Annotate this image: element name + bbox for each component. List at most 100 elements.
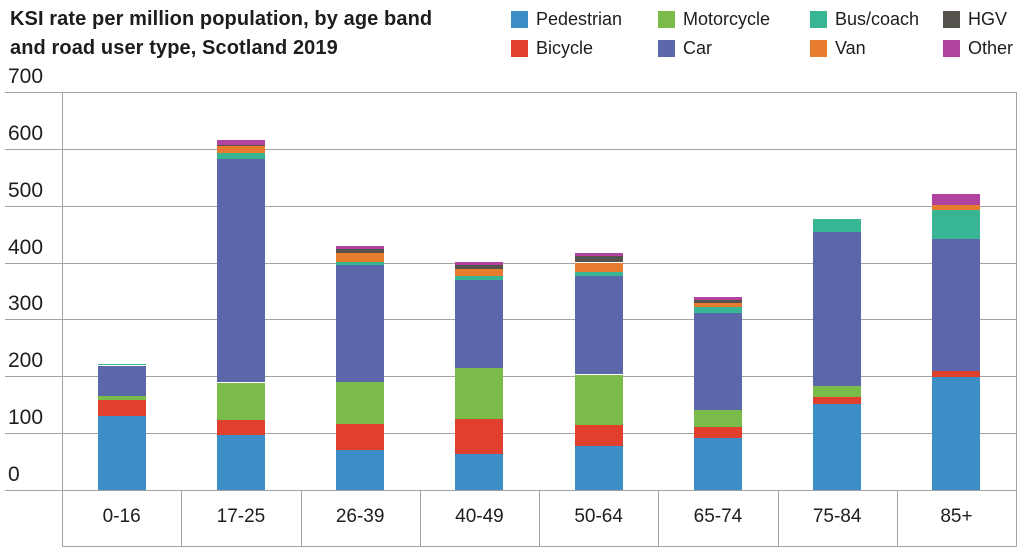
gridline-700 [5,92,1017,93]
bar-segment-motorcycle-65-74 [693,410,742,427]
gridline-0 [5,490,1017,491]
bar-segment-pedestrian-26-39 [336,449,385,490]
category-separator [300,490,302,546]
bar-segment-bicycle-85+ [932,371,981,377]
y-axis-tick-label: 400 [8,235,44,259]
category-separator [539,490,540,546]
bar-segment-car-17-25 [216,159,265,383]
bar-segment-other-17-25 [216,139,265,145]
legend-label: HGV [968,9,1008,29]
bar-segment-other-50-64 [574,252,623,256]
legend-label: Pedestrian [536,9,623,29]
chart-title-line-1: KSI rate per million population, by age … [10,8,433,30]
bar-segment-car-40-49 [455,280,504,368]
legend: Pedestrian Motorcycle Bus/coach HGV Bicycle C… [511,9,1013,59]
legend-swatch-bus-coach [810,11,827,28]
legend-item-hgv: HGV [943,9,1013,30]
chart-title-line-2: and road user type, Scotland 2019 [10,37,338,59]
bar-segment-pedestrian-0-16 [97,416,146,490]
x-axis-category-label: 50-64 [574,506,623,527]
bar-segment-motorcycle-0-16 [97,395,146,400]
x-axis-category-label: 17-25 [216,506,266,527]
bar-segment-other-26-39 [336,246,385,249]
bar-segment-hgv-17-25 [216,144,265,146]
bar-segment-other-40-49 [455,262,504,266]
bar-segment-hgv-65-74 [693,300,742,303]
x-axis-bottom-border [62,546,1017,547]
legend-item-bus-coach: Bus/coach [810,9,943,30]
gridline-400 [5,262,1017,264]
y-axis-tick-label: 300 [8,292,44,316]
bar-segment-pedestrian-85+ [932,376,981,490]
y-axis-tick-label: 100 [8,406,44,430]
legend-label: Bicycle [536,38,594,58]
legend-label: Car [683,38,713,58]
bar-segment-other-85+ [932,194,981,206]
y-axis-tick-label: 0 [8,463,20,486]
legend-item-bicycle: Bicycle [511,38,658,59]
bar-segment-bus-coach-17-25 [216,152,265,160]
y-axis-line [62,92,63,546]
bar-segment-bus-coach-26-39 [336,262,385,265]
bar-segment-hgv-40-49 [455,265,504,270]
legend-label: Bus/coach [835,9,920,29]
bar-segment-pedestrian-65-74 [693,437,742,490]
legend-swatch-pedestrian [511,11,528,28]
y-axis-tick-label: 700 [8,65,44,88]
bar-segment-van-85+ [932,205,981,211]
legend-swatch-other [943,40,960,57]
bar-segment-van-50-64 [574,262,623,272]
bar-segment-car-50-64 [574,275,623,375]
bar-segment-pedestrian-50-64 [574,446,623,490]
y-axis-tick-label: 500 [8,178,44,202]
legend-item-other: Other [943,38,1013,59]
legend-item-pedestrian: Pedestrian [511,9,658,30]
bar-segment-motorcycle-26-39 [336,382,385,425]
bar-segment-motorcycle-17-25 [216,382,265,420]
bar-segment-motorcycle-40-49 [455,367,504,419]
bar-segment-bus-coach-85+ [932,210,981,239]
legend-label: Motorcycle [683,9,771,29]
category-separator [896,490,898,546]
x-axis-category-label: 75-84 [812,506,862,527]
y-axis-tick-label: 200 [8,349,44,373]
category-separator [419,490,421,546]
legend-item-car: Car [658,38,810,59]
bar-segment-pedestrian-75-84 [813,404,862,490]
bar-segment-other-65-74 [693,297,742,301]
bar-segment-van-26-39 [336,252,385,262]
bar-segment-bicycle-26-39 [336,424,385,450]
gridline-100 [5,433,1017,435]
bar-segment-car-85+ [932,238,981,372]
gridline-200 [5,376,1017,378]
bar-segment-bus-coach-0-16 [97,364,146,366]
bar-segment-car-65-74 [693,312,742,411]
bar-segment-car-0-16 [97,365,146,396]
bar-segment-bus-coach-65-74 [693,306,742,313]
plot-right-border [1016,92,1017,546]
bar-segment-bicycle-75-84 [813,396,862,405]
bar-segment-car-26-39 [336,264,385,382]
gridline-600 [5,148,1017,150]
y-axis-tick-label: 600 [8,121,44,145]
legend-swatch-car [658,40,675,57]
bar-segment-bicycle-50-64 [574,425,623,447]
x-axis-category-label: 0-16 [102,506,141,527]
legend-item-motorcycle: Motorcycle [658,9,810,30]
category-separator [777,490,779,546]
legend-swatch-van [810,40,827,57]
bar-segment-pedestrian-40-49 [455,454,504,490]
bar-segment-hgv-50-64 [574,255,623,263]
bar-segment-bus-coach-50-64 [574,271,623,276]
legend-swatch-hgv [943,11,960,28]
bar-segment-van-40-49 [455,269,504,277]
legend-label: Van [835,38,866,58]
legend-swatch-motorcycle [658,11,675,28]
x-axis-category-label: 85+ [940,506,973,527]
gridline-500 [5,205,1017,207]
legend-item-van: Van [810,38,943,59]
category-separator [181,490,183,546]
chart-title: KSI rate per million population, by age … [10,5,432,63]
